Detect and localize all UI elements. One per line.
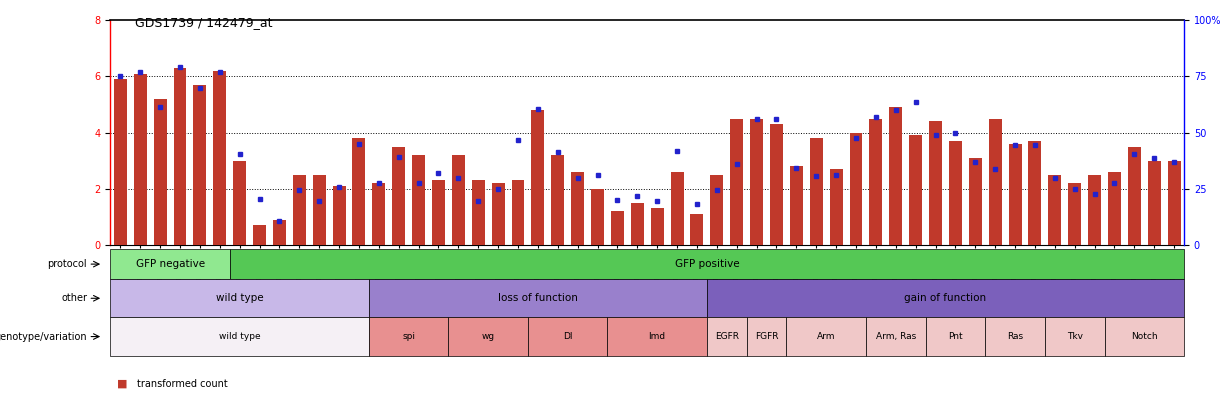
Text: Ras: Ras <box>1007 332 1023 341</box>
Bar <box>531 110 545 245</box>
Text: Notch: Notch <box>1131 332 1157 341</box>
Text: Pnt: Pnt <box>948 332 963 341</box>
Bar <box>1028 141 1042 245</box>
Text: lmd: lmd <box>649 332 666 341</box>
Text: FGFR: FGFR <box>755 332 778 341</box>
Text: EGFR: EGFR <box>715 332 739 341</box>
Bar <box>771 124 783 245</box>
Bar <box>849 133 863 245</box>
Text: GFP positive: GFP positive <box>675 259 739 269</box>
Bar <box>114 79 126 245</box>
Text: wg: wg <box>482 332 494 341</box>
Bar <box>372 183 385 245</box>
Text: other: other <box>61 293 87 303</box>
Bar <box>1168 161 1180 245</box>
Bar <box>1069 183 1081 245</box>
Bar <box>810 138 822 245</box>
Bar <box>472 180 485 245</box>
Bar <box>213 71 226 245</box>
Bar <box>1048 175 1061 245</box>
Text: Arm, Ras: Arm, Ras <box>876 332 915 341</box>
Bar <box>393 147 405 245</box>
Text: Dl: Dl <box>563 332 573 341</box>
Bar <box>233 161 247 245</box>
Bar <box>333 186 346 245</box>
Text: genotype/variation: genotype/variation <box>0 332 87 341</box>
Bar <box>750 119 763 245</box>
Bar <box>650 209 664 245</box>
Bar <box>313 175 325 245</box>
Text: GFP negative: GFP negative <box>135 259 205 269</box>
Bar <box>492 183 504 245</box>
Bar <box>790 166 802 245</box>
Bar <box>691 214 703 245</box>
Text: loss of function: loss of function <box>498 293 578 303</box>
Text: transformed count: transformed count <box>137 379 228 389</box>
Bar <box>710 175 723 245</box>
Bar <box>173 68 187 245</box>
Bar <box>1088 175 1101 245</box>
Bar <box>1009 144 1022 245</box>
Bar <box>512 180 524 245</box>
Bar <box>134 74 147 245</box>
Bar <box>671 172 683 245</box>
Bar <box>293 175 306 245</box>
Bar <box>452 155 465 245</box>
Bar <box>551 155 564 245</box>
Text: spi: spi <box>402 332 415 341</box>
Bar <box>194 85 206 245</box>
Bar <box>909 135 923 245</box>
Bar <box>591 189 604 245</box>
Bar <box>1147 161 1161 245</box>
Bar <box>890 107 902 245</box>
Bar <box>572 172 584 245</box>
Bar <box>989 119 1001 245</box>
Bar <box>1128 147 1141 245</box>
Bar <box>272 220 286 245</box>
Bar <box>969 158 982 245</box>
Bar <box>870 119 882 245</box>
Bar <box>730 119 744 245</box>
Bar <box>631 203 644 245</box>
Text: Tkv: Tkv <box>1066 332 1082 341</box>
Bar <box>611 211 623 245</box>
Bar <box>929 122 942 245</box>
Text: GDS1739 / 142479_at: GDS1739 / 142479_at <box>135 16 272 29</box>
Bar <box>153 99 167 245</box>
Text: protocol: protocol <box>48 259 87 269</box>
Bar <box>352 138 366 245</box>
Bar <box>1108 172 1121 245</box>
Text: wild type: wild type <box>218 332 260 341</box>
Text: gain of function: gain of function <box>904 293 987 303</box>
Bar <box>432 180 445 245</box>
Bar <box>829 169 843 245</box>
Text: ■: ■ <box>117 379 128 389</box>
Bar <box>948 141 962 245</box>
Text: wild type: wild type <box>216 293 264 303</box>
Bar <box>253 225 266 245</box>
Bar <box>412 155 425 245</box>
Text: Arm: Arm <box>817 332 836 341</box>
